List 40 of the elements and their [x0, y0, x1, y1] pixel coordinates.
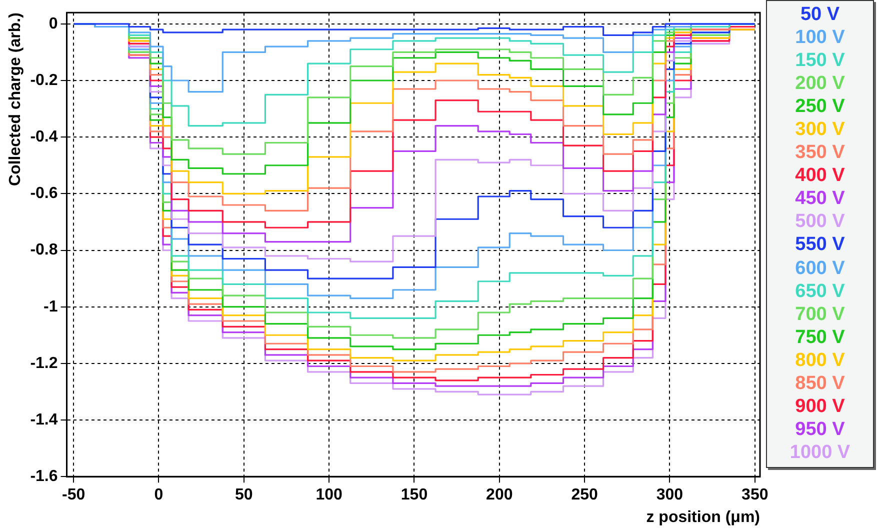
x-tick-label: 50: [235, 486, 253, 504]
x-tick-label: 250: [571, 486, 598, 504]
x-axis-title: z position (μm): [646, 508, 760, 526]
y-tick-label: -1: [44, 298, 58, 316]
text: 350 V: [795, 142, 845, 164]
x-tick-label: 350: [742, 486, 768, 504]
text: 900 V: [795, 396, 845, 418]
text: 100 V: [795, 26, 845, 48]
x-tick-label: -50: [62, 486, 86, 504]
text: 850 V: [795, 373, 845, 394]
text: 550 V: [795, 234, 845, 256]
text: 400 V: [795, 165, 845, 186]
y-tick-label: -1.4: [30, 411, 58, 428]
y-tick-label: -0.6: [30, 185, 58, 202]
text: 150 V: [795, 50, 845, 71]
y-tick-label: -0.4: [30, 128, 58, 146]
text: 700 V: [795, 304, 845, 325]
text: 800 V: [795, 350, 845, 371]
text: 50 V: [800, 4, 840, 25]
text: 300 V: [795, 119, 845, 140]
text: 1000 V: [790, 442, 850, 464]
x-tick-label: 300: [656, 486, 684, 504]
y-tick-label: -0.8: [30, 242, 58, 259]
text: 450 V: [795, 188, 845, 210]
text: 650 V: [795, 280, 845, 302]
text: 500 V: [795, 211, 845, 232]
text: 750 V: [795, 326, 845, 348]
text: 200 V: [795, 72, 845, 94]
text: 600 V: [795, 258, 845, 279]
x-tick-label: 100: [316, 486, 343, 504]
y-tick-label: -1.2: [30, 354, 58, 372]
x-tick-label: 200: [486, 486, 513, 504]
y-tick-label: -1.6: [30, 468, 58, 486]
y-tick-label: -0.2: [30, 72, 58, 89]
text: 250 V: [795, 96, 845, 117]
y-tick-label: 0: [48, 15, 58, 32]
x-tick-label: 150: [400, 486, 428, 504]
x-tick-label: 0: [154, 486, 164, 504]
text: 950 V: [795, 419, 845, 440]
y-axis-title: Collected charge (arb.): [7, 12, 24, 186]
